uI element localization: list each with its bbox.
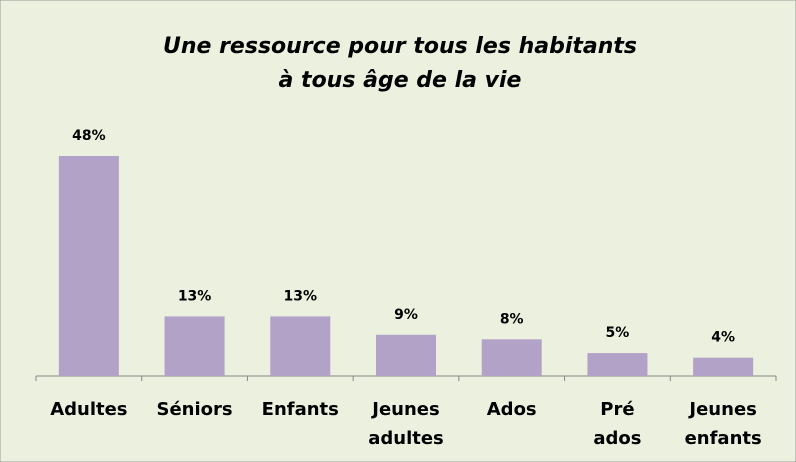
- x-tick-label: Enfants: [262, 399, 339, 420]
- data-label: 9%: [394, 307, 418, 323]
- bar: [587, 353, 648, 376]
- data-label: 13%: [178, 288, 212, 304]
- data-label: 4%: [711, 330, 735, 346]
- bar: [164, 316, 225, 376]
- x-tick-label: Pré ados: [593, 399, 641, 449]
- data-label: 48%: [72, 128, 106, 144]
- chart-title: Une ressource pour tous les habitants: [163, 34, 637, 59]
- x-tick-label: Jeunes adultes: [368, 399, 444, 449]
- x-tick-label: Jeunes enfants: [685, 399, 762, 449]
- x-tick-label: Séniors: [157, 399, 233, 420]
- bar: [693, 357, 754, 376]
- bar: [481, 339, 542, 376]
- chart-title: à tous âge de la vie: [279, 68, 522, 93]
- data-label: 5%: [606, 325, 630, 341]
- data-label: 13%: [284, 288, 318, 304]
- x-tick-label: Ados: [487, 399, 537, 420]
- data-label: 8%: [500, 311, 524, 327]
- bar: [270, 316, 331, 376]
- bar: [58, 156, 119, 376]
- bar: [376, 334, 436, 376]
- x-tick-label: Adultes: [50, 399, 127, 420]
